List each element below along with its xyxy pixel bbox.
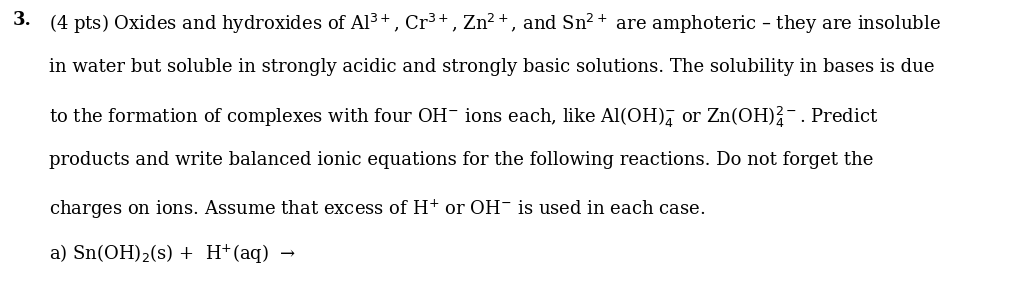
Text: (4 pts) Oxides and hydroxides of Al$^{3+}$, Cr$^{3+}$, Zn$^{2+}$, and Sn$^{2+}$ : (4 pts) Oxides and hydroxides of Al$^{3+…: [49, 11, 941, 35]
Text: to the formation of complexes with four OH$^{-}$ ions each, like Al(OH)$_4^{-}$ : to the formation of complexes with four …: [49, 105, 879, 130]
Text: products and write balanced ionic equations for the following reactions. Do not : products and write balanced ionic equati…: [49, 151, 873, 169]
Text: in water but soluble in strongly acidic and strongly basic solutions. The solubi: in water but soluble in strongly acidic …: [49, 58, 935, 76]
Text: charges on ions. Assume that excess of H$^{+}$ or OH$^{-}$ is used in each case.: charges on ions. Assume that excess of H…: [49, 198, 706, 221]
Text: a) Sn(OH)$_2$(s) +  H$^{+}$(aq)  →: a) Sn(OH)$_2$(s) + H$^{+}$(aq) →: [49, 242, 296, 265]
Text: 3.: 3.: [12, 11, 31, 29]
